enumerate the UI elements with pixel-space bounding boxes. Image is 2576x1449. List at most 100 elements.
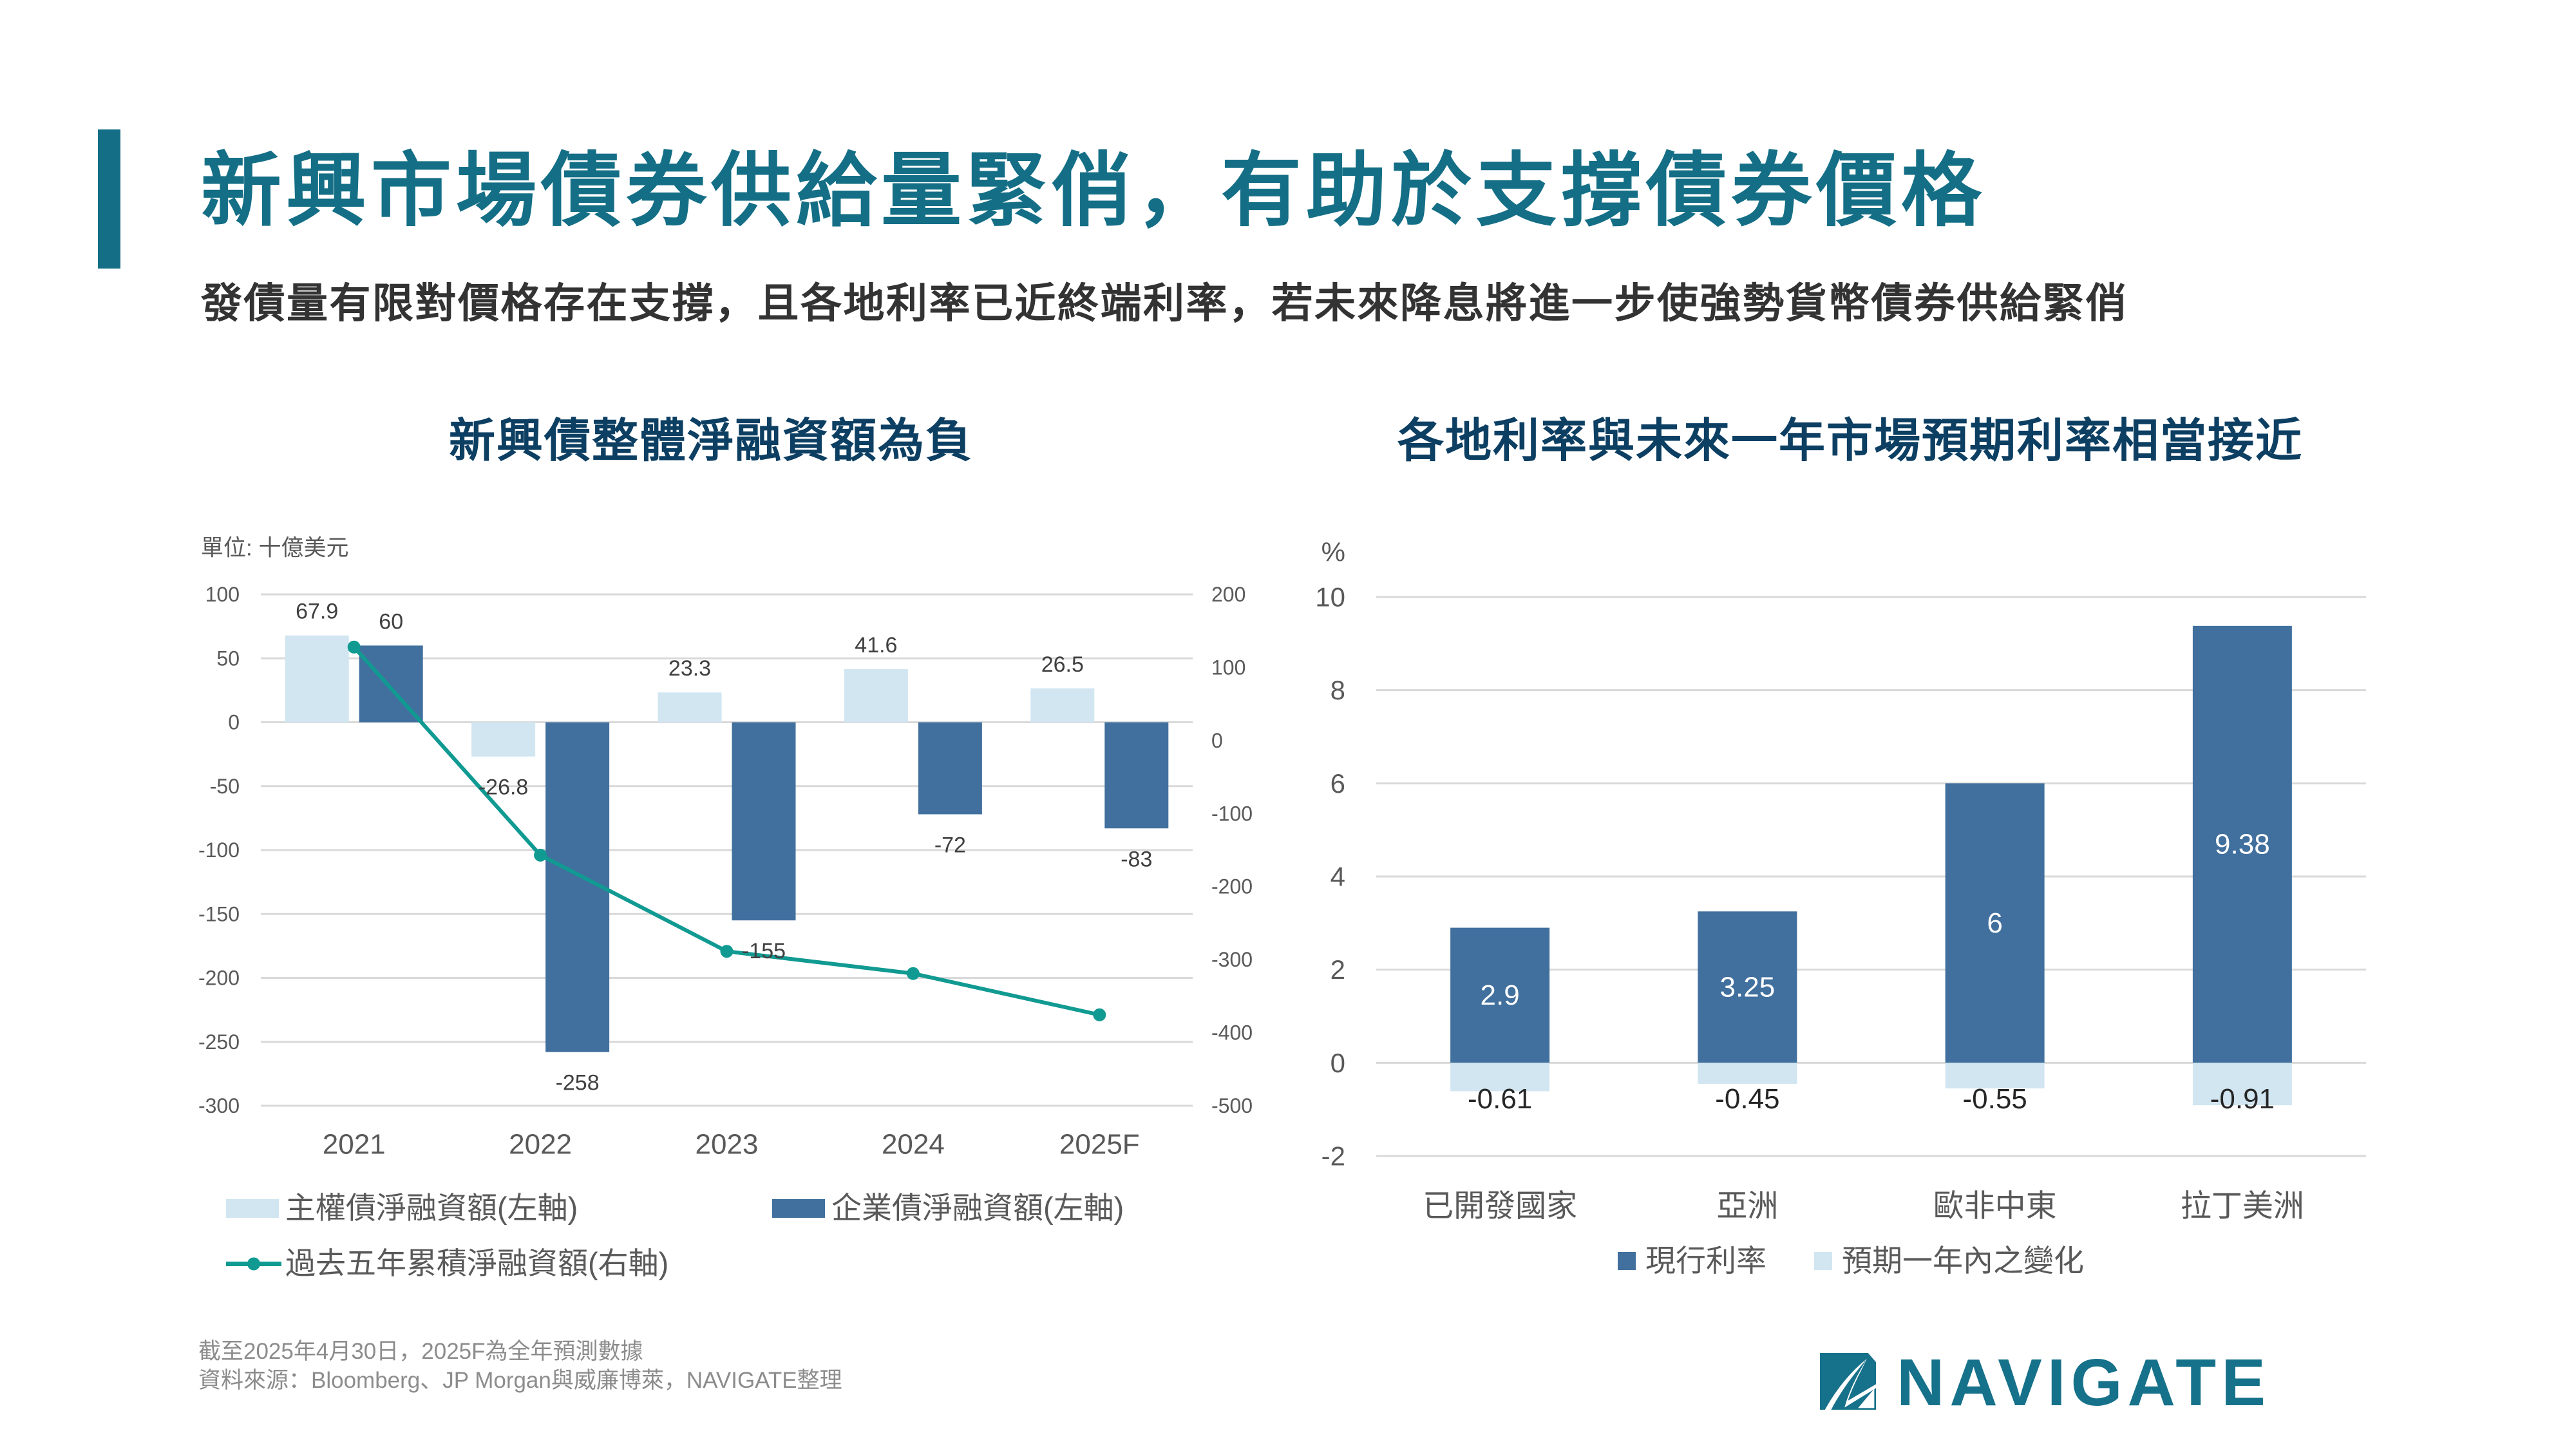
data-label-sovereign: -26.8 (478, 775, 529, 800)
bar-sovereign (285, 635, 349, 723)
bar-corporate (1104, 722, 1169, 829)
data-label-expected-change: -0.45 (1715, 1083, 1779, 1115)
right-chart-bars (1450, 625, 2292, 1106)
y-axis-tick-label: -2 (1321, 1141, 1345, 1171)
x-axis-category-label: 已開發國家 (1423, 1189, 1577, 1224)
x-axis-category-label: 2023 (696, 1129, 759, 1160)
y-axis-tick-label: 2 (1331, 954, 1345, 985)
legend-item-expected-change: 預期一年內之變化 (1814, 1243, 2084, 1279)
line-marker-cumulative (720, 945, 734, 958)
left-axis-tick-label: 100 (205, 583, 240, 606)
legend-item-current-rate: 現行利率 (1618, 1243, 1766, 1279)
bar-sovereign (658, 692, 722, 723)
navigate-logo-text: NAVIGATE (1897, 1345, 2271, 1419)
bar-sovereign (844, 668, 908, 723)
left-chart-bars (285, 635, 1169, 1052)
line-marker-cumulative (1093, 1008, 1106, 1021)
right-chart-title: 各地利率與未來一年市場預期利率相當接近 (1397, 415, 2303, 467)
bar-sovereign (471, 722, 536, 757)
right-axis-tick-label: -200 (1211, 875, 1253, 898)
bar-expected-change (2192, 1063, 2292, 1106)
left-axis-tick-label: -200 (198, 967, 240, 990)
bar-current-rate (2192, 625, 2292, 1063)
data-label-current-rate: 9.38 (2215, 829, 2270, 860)
line-marker-cumulative (347, 640, 361, 654)
bar-current-rate (1450, 927, 1550, 1063)
left-axis-tick-label: -150 (198, 902, 240, 925)
x-axis-category-label: 2021 (323, 1129, 386, 1160)
bar-current-rate (1945, 783, 2045, 1063)
legend-label-cumulative: 過去五年累積淨融資額(右軸) (285, 1246, 669, 1280)
left-axis-tick-label: 50 (216, 647, 240, 670)
bar-expected-change (1698, 1063, 1797, 1084)
legend-line-marker-icon (226, 1257, 281, 1270)
bar-expected-change (1945, 1063, 2045, 1089)
right-chart-data-labels: 2.9 3.25 6 9.38 -0.61 -0.45 -0.55 -0.91 (1468, 829, 2275, 1115)
right-axis-tick-label: 200 (1211, 583, 1245, 606)
x-axis-category-label: 亞洲 (1716, 1189, 1778, 1224)
data-label-corporate: -72 (934, 833, 966, 857)
legend-label-current-rate: 現行利率 (1645, 1244, 1766, 1278)
line-marker-cumulative (906, 967, 920, 980)
data-label-sovereign: 23.3 (668, 656, 711, 681)
data-label-sovereign: 26.5 (1041, 652, 1084, 677)
y-axis-unit-label: % (1321, 537, 1345, 567)
x-axis-category-label: 2025F (1059, 1129, 1140, 1160)
y-axis-tick-label: 8 (1331, 675, 1345, 705)
data-label-sovereign: 41.6 (855, 633, 897, 658)
legend-line-dot (247, 1257, 260, 1270)
legend-item-cumulative: 過去五年累積淨融資額(右軸) (226, 1245, 668, 1282)
legend-swatch-current-rate (1618, 1252, 1636, 1270)
data-label-corporate: -258 (556, 1071, 600, 1095)
right-axis-tick-label: -100 (1211, 802, 1253, 825)
x-axis-category-label: 拉丁美洲 (2181, 1189, 2304, 1224)
y-axis-tick-label: 4 (1331, 862, 1345, 892)
right-axis-tick-label: -400 (1211, 1021, 1253, 1045)
left-axis-tick-label: -300 (198, 1094, 240, 1117)
legend-swatch-sovereign (226, 1198, 279, 1218)
left-axis-tick-label: -100 (198, 838, 240, 862)
page-subtitle: 發債量有限對價格存在支撐，且各地利率已近終端利率，若未來降息將進一步使強勢貨幣債… (201, 280, 2128, 327)
x-axis-category-label: 歐非中東 (1933, 1189, 2057, 1224)
data-label-corporate: -155 (742, 939, 786, 963)
right-axis-tick-label: 100 (1211, 656, 1245, 679)
left-chart-line-series (347, 640, 1106, 1021)
data-label-current-rate: 2.9 (1481, 980, 1520, 1011)
bar-current-rate (1698, 911, 1797, 1063)
left-chart-title: 新興債整體淨融資額為負 (448, 415, 973, 467)
footer-note: 截至2025年4月30日，2025F為全年預測數據 (198, 1339, 643, 1364)
footer-source: 資料來源：Bloomberg、JP Morgan與威廉博萊，NAVIGATE整理 (198, 1368, 842, 1393)
line-cumulative (352, 645, 1100, 1017)
data-label-current-rate: 6 (1987, 907, 2002, 939)
data-label-expected-change: -0.91 (2210, 1083, 2275, 1115)
legend-item-sovereign: 主權債淨融資額(左軸) (226, 1190, 578, 1226)
y-axis-tick-label: 6 (1331, 768, 1345, 799)
data-label-expected-change: -0.61 (1468, 1083, 1532, 1115)
right-axis-tick-label: 0 (1211, 729, 1223, 752)
page-title: 新興市場債券供給量緊俏，有助於支撐債券價格 (201, 146, 1986, 236)
y-axis-tick-label: 10 (1315, 582, 1345, 612)
legend-swatch-corporate (772, 1198, 825, 1218)
title-accent-bar (98, 129, 120, 269)
legend-swatch-expected-change (1814, 1252, 1832, 1270)
data-label-current-rate: 3.25 (1720, 971, 1776, 1003)
left-axis-tick-label: -50 (210, 775, 240, 798)
left-axis-tick-label: 0 (228, 711, 240, 734)
rates-stacked-bar-chart: % 10 8 6 4 2 0 -2 已開發國家 亞洲 歐非中東 拉丁美洲 2.9 3.25 6 9.38 -0… (1315, 537, 2366, 1224)
unit-label: 單位: 十億美元 (201, 536, 348, 561)
bar-sovereign (1030, 688, 1095, 723)
net-financing-combo-chart: 單位: 十億美元 100 50 0 -50 -100 -150 -200 -250 -300 200… (198, 536, 1253, 1160)
left-chart-data-labels: 67.9 -26.8 23.3 41.6 26.5 60 -258 -155 -72 -83 (296, 600, 1152, 1095)
left-axis-tick-label: -250 (198, 1030, 240, 1054)
line-marker-cumulative (534, 848, 547, 862)
data-label-corporate: -83 (1121, 847, 1152, 871)
right-axis-tick-label: -500 (1211, 1094, 1253, 1117)
left-chart-axis-labels: 單位: 十億美元 100 50 0 -50 -100 -150 -200 -250 -300 200… (198, 536, 1253, 1160)
data-label-expected-change: -0.55 (1962, 1083, 2027, 1115)
x-axis-category-label: 2024 (882, 1129, 945, 1160)
legend-label-sovereign: 主權債淨融資額(左軸) (285, 1191, 578, 1225)
legend-label-corporate: 企業債淨融資額(左軸) (831, 1191, 1124, 1225)
data-label-sovereign: 67.9 (296, 600, 338, 624)
x-axis-category-label: 2022 (509, 1129, 572, 1160)
